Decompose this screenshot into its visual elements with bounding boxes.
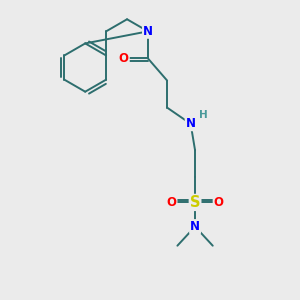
Text: H: H bbox=[199, 110, 207, 120]
Text: O: O bbox=[214, 196, 224, 209]
Text: S: S bbox=[190, 195, 200, 210]
Text: O: O bbox=[119, 52, 129, 65]
Text: N: N bbox=[190, 220, 200, 233]
Text: O: O bbox=[167, 196, 176, 209]
Text: N: N bbox=[186, 117, 196, 130]
Text: N: N bbox=[143, 25, 153, 38]
